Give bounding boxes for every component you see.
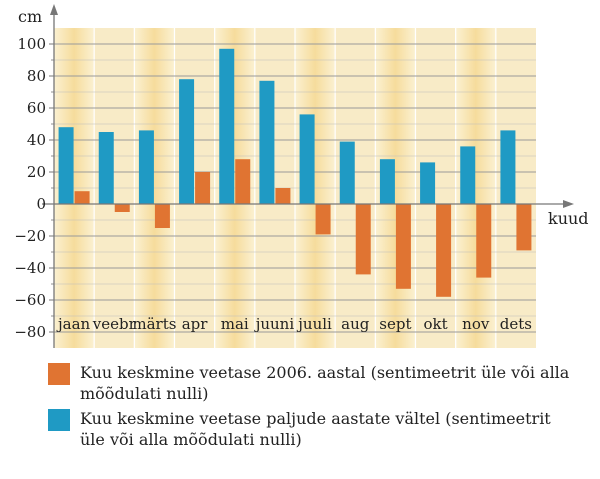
x-tick-label: aug [341,315,370,333]
bar-longterm-juuli [299,114,315,204]
y-tick-label: 60 [27,99,46,117]
bar-longterm-aug [339,141,355,204]
bar-2006-jaan [74,191,90,204]
bar-longterm-okt [420,162,436,204]
x-tick-label: juuli [296,315,332,333]
bar-longterm-dets [500,130,516,204]
x-axis-arrow-icon [563,200,574,208]
x-tick-label: nov [462,315,490,333]
bar-longterm-jaan [58,127,74,204]
legend-item-2006: Kuu keskmine veetase 2006. aastal (senti… [48,362,580,404]
y-tick-label: −80 [14,323,46,341]
y-tick-label: 20 [27,163,46,181]
legend-swatch-2006 [48,363,70,385]
y-axis-arrow-icon [50,4,58,15]
y-axis-title: cm [18,7,42,26]
x-tick-label: sept [379,315,411,333]
bar-longterm-mai [219,48,235,204]
bar-longterm-sept [379,159,395,204]
legend-swatch-longterm [48,409,70,431]
bar-2006-nov [476,204,492,278]
bar-2006-juuli [315,204,331,235]
bar-longterm-nov [460,146,476,204]
x-tick-label: apr [182,315,209,333]
legend-item-longterm: Kuu keskmine veetase paljude aastate väl… [48,408,580,450]
x-tick-label: juuni [254,315,295,333]
bar-2006-dets [516,204,532,251]
bar-longterm-juuni [259,80,275,204]
x-tick-label: veebr [92,315,137,333]
bar-2006-aug [355,204,371,275]
x-tick-label: dets [500,315,532,333]
y-tick-label: −40 [14,259,46,277]
bar-longterm-apr [179,79,195,204]
bar-longterm-veebr [98,132,114,204]
x-axis-title: kuud [548,209,589,228]
bar-2006-sept [395,204,411,289]
x-tick-label: jaan [56,315,91,333]
x-tick-label: märts [132,315,176,333]
y-tick-label: −20 [14,227,46,245]
legend-label-longterm: Kuu keskmine veetase paljude aastate väl… [80,409,551,449]
legend-label-2006: Kuu keskmine veetase 2006. aastal (senti… [80,363,570,403]
bar-longterm-märts [138,130,154,204]
x-tick-label: mai [221,315,249,333]
y-tick-label: 40 [27,131,46,149]
y-tick-label: 80 [27,67,46,85]
y-tick-label: −60 [14,291,46,309]
bar-2006-märts [154,204,170,228]
bar-2006-mai [235,159,251,204]
x-tick-label: okt [424,315,448,333]
y-tick-label: 100 [17,35,46,53]
y-tick-label: 0 [36,195,46,213]
bar-2006-veebr [114,204,130,212]
bar-2006-juuni [275,188,291,204]
bar-2006-apr [195,172,211,204]
bar-2006-okt [436,204,452,297]
